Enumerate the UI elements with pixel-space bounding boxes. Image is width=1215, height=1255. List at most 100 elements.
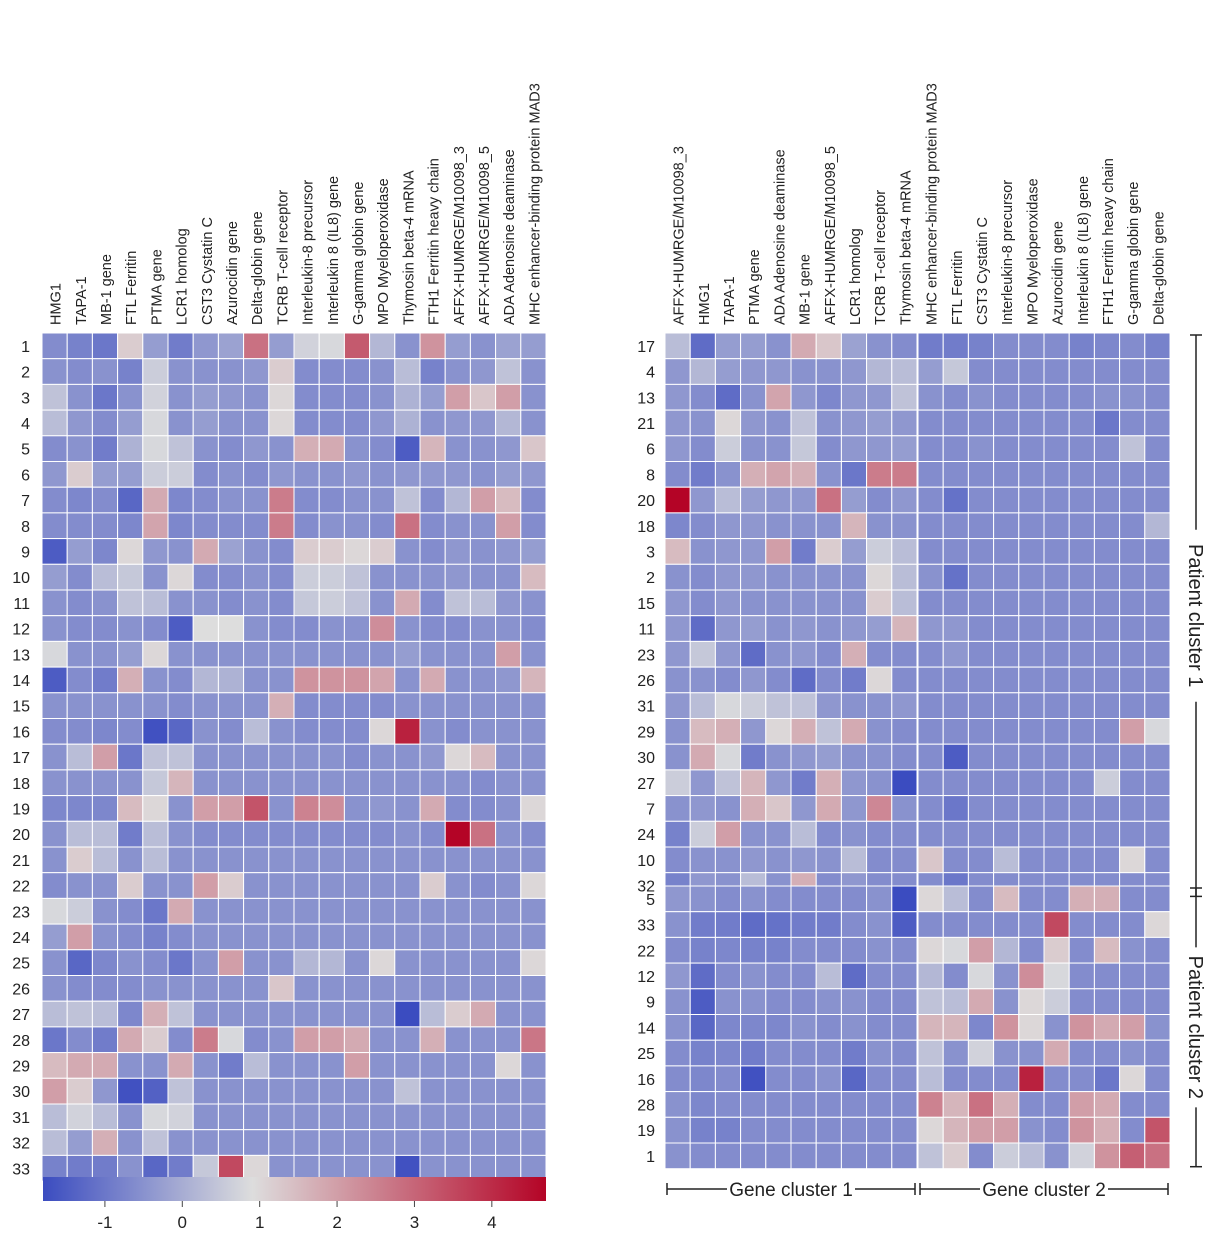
heatmap-cell bbox=[993, 538, 1020, 565]
heatmap-cell bbox=[142, 332, 169, 360]
column-label: Interleukin-8 precursor bbox=[301, 180, 317, 325]
heatmap-cell bbox=[664, 512, 691, 540]
heatmap-cell bbox=[243, 1077, 270, 1105]
heatmap-cell bbox=[967, 1116, 995, 1144]
heatmap-cell bbox=[318, 795, 345, 822]
heatmap-cell bbox=[293, 769, 320, 797]
heatmap-cell bbox=[765, 589, 792, 617]
heatmap-cell bbox=[740, 615, 767, 642]
heatmap-cell bbox=[689, 769, 716, 797]
heatmap-cell bbox=[167, 949, 194, 976]
heatmap-cell bbox=[1018, 666, 1045, 694]
heatmap-cell bbox=[1119, 435, 1146, 462]
heatmap-cell bbox=[520, 795, 547, 822]
heatmap-cell bbox=[765, 538, 792, 565]
heatmap-cell bbox=[1144, 358, 1171, 385]
heatmap-cell bbox=[1043, 820, 1070, 848]
heatmap-cell bbox=[993, 911, 1020, 938]
heatmap-cell bbox=[1018, 743, 1045, 771]
heatmap-cell bbox=[343, 1129, 371, 1156]
heatmap-cell bbox=[866, 383, 893, 411]
row-label: 30 bbox=[12, 1084, 30, 1101]
heatmap-cell bbox=[840, 718, 868, 745]
heatmap-cell bbox=[891, 383, 918, 411]
heatmap-cell bbox=[866, 486, 893, 514]
column-label: LCR1 homolog bbox=[848, 228, 864, 325]
heatmap-cell bbox=[318, 692, 345, 719]
heatmap-cell bbox=[469, 358, 497, 385]
heatmap-cell bbox=[91, 897, 119, 925]
heatmap-cell bbox=[41, 820, 68, 848]
heatmap-cell bbox=[192, 435, 219, 462]
heatmap-cell bbox=[343, 1077, 371, 1105]
heatmap-cell bbox=[243, 563, 270, 591]
heatmap-cell bbox=[91, 1000, 119, 1028]
heatmap-cell bbox=[942, 1065, 969, 1093]
heatmap-cell bbox=[1018, 1116, 1045, 1144]
heatmap-cell bbox=[91, 332, 119, 360]
heatmap-cell bbox=[1093, 769, 1121, 797]
heatmap-cell bbox=[495, 589, 522, 617]
heatmap-cell bbox=[1018, 769, 1045, 797]
heatmap-cell bbox=[192, 897, 219, 925]
heatmap-cell bbox=[243, 820, 270, 848]
column-label: FTH1 Ferritin heavy chain bbox=[427, 158, 443, 325]
heatmap-cell bbox=[293, 563, 320, 591]
heatmap-cell bbox=[117, 1129, 144, 1156]
heatmap-cell bbox=[495, 538, 522, 565]
heatmap-cell bbox=[66, 718, 93, 745]
heatmap-cell bbox=[217, 872, 245, 899]
heatmap-cell bbox=[318, 1026, 345, 1054]
heatmap-cell bbox=[419, 872, 446, 899]
heatmap-cell bbox=[1093, 409, 1121, 437]
heatmap-cell bbox=[942, 383, 969, 411]
heatmap-cell bbox=[815, 769, 842, 797]
heatmap-cell bbox=[167, 615, 194, 642]
heatmap-cell bbox=[967, 538, 995, 565]
heatmap-cell bbox=[866, 769, 893, 797]
heatmap-cell bbox=[1043, 1065, 1070, 1093]
heatmap-cell bbox=[520, 1129, 547, 1156]
heatmap-cell bbox=[243, 718, 270, 745]
heatmap-cell bbox=[740, 435, 767, 462]
heatmap-cell bbox=[689, 640, 716, 668]
heatmap-cell bbox=[1119, 615, 1146, 642]
heatmap-cell bbox=[840, 615, 868, 642]
heatmap-cell bbox=[1018, 512, 1045, 540]
row-label: 32 bbox=[12, 1136, 30, 1153]
heatmap-cell bbox=[1018, 563, 1045, 591]
heatmap-cell bbox=[41, 486, 68, 514]
heatmap-cell bbox=[394, 666, 421, 694]
heatmap-cell bbox=[318, 409, 345, 437]
heatmap-cell bbox=[765, 563, 792, 591]
heatmap-cell bbox=[815, 1116, 842, 1144]
heatmap-cell bbox=[790, 589, 817, 617]
row-label: 1 bbox=[646, 1149, 655, 1166]
heatmap-cell bbox=[520, 949, 547, 976]
heatmap-cell bbox=[714, 332, 742, 360]
heatmap-cell bbox=[343, 975, 371, 1002]
heatmap-cell bbox=[469, 332, 497, 360]
heatmap-cell bbox=[866, 962, 893, 990]
heatmap-cell bbox=[268, 666, 295, 694]
heatmap-cell bbox=[1043, 332, 1070, 360]
heatmap-cell bbox=[714, 409, 742, 437]
heatmap-cell bbox=[765, 885, 792, 913]
heatmap-cell bbox=[394, 692, 421, 719]
heatmap-cell bbox=[318, 512, 345, 540]
heatmap-cell bbox=[469, 846, 497, 874]
heatmap-cell bbox=[942, 589, 969, 617]
heatmap-cell bbox=[993, 718, 1020, 745]
heatmap-cell bbox=[217, 435, 245, 462]
heatmap-cell bbox=[740, 1091, 767, 1118]
heatmap-cell bbox=[167, 640, 194, 668]
heatmap-cell bbox=[815, 692, 842, 719]
heatmap-cell bbox=[815, 358, 842, 385]
heatmap-cell bbox=[714, 512, 742, 540]
heatmap-cell bbox=[142, 666, 169, 694]
heatmap-cell bbox=[318, 358, 345, 385]
heatmap-cell bbox=[1144, 743, 1171, 771]
heatmap-cell bbox=[993, 409, 1020, 437]
heatmap-cell bbox=[444, 846, 471, 874]
heatmap-cell bbox=[1043, 1116, 1070, 1144]
